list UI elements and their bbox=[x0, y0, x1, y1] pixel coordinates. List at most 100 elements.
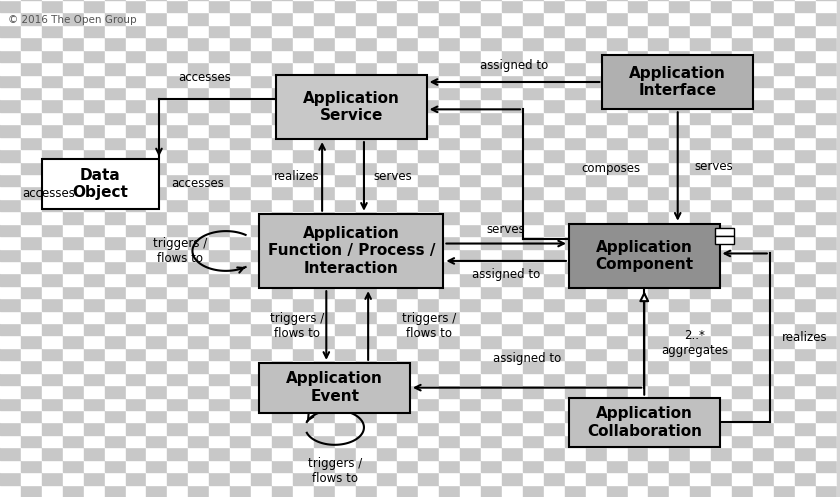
Bar bbox=[0, 12, 21, 25]
Bar bbox=[690, 485, 711, 497]
Bar bbox=[711, 149, 732, 162]
Bar bbox=[606, 422, 627, 435]
Bar bbox=[63, 224, 84, 236]
Text: serves: serves bbox=[487, 223, 526, 236]
FancyBboxPatch shape bbox=[42, 159, 159, 209]
Bar bbox=[167, 50, 188, 62]
Bar bbox=[585, 447, 606, 460]
Bar bbox=[125, 410, 146, 422]
Bar bbox=[648, 199, 669, 211]
Bar bbox=[188, 149, 209, 162]
Bar bbox=[167, 236, 188, 248]
Bar bbox=[418, 12, 439, 25]
Bar bbox=[42, 211, 63, 224]
Bar bbox=[585, 211, 606, 224]
Bar bbox=[105, 323, 125, 335]
Bar bbox=[627, 385, 648, 398]
Bar bbox=[230, 12, 251, 25]
Bar bbox=[21, 261, 42, 273]
Bar bbox=[63, 298, 84, 311]
Bar bbox=[502, 273, 523, 286]
Bar bbox=[627, 261, 648, 273]
Bar bbox=[0, 211, 21, 224]
Bar bbox=[146, 162, 167, 174]
Bar bbox=[146, 485, 167, 497]
Bar bbox=[732, 286, 753, 298]
Bar bbox=[648, 0, 669, 12]
Bar bbox=[293, 87, 314, 99]
Bar bbox=[42, 62, 63, 75]
Bar bbox=[564, 0, 585, 12]
Bar bbox=[21, 410, 42, 422]
Bar bbox=[125, 261, 146, 273]
Bar bbox=[732, 460, 753, 472]
Bar bbox=[0, 62, 21, 75]
Bar bbox=[502, 99, 523, 112]
Bar bbox=[314, 87, 334, 99]
Bar bbox=[543, 385, 564, 398]
Bar bbox=[606, 186, 627, 199]
Bar bbox=[251, 373, 272, 385]
Bar bbox=[774, 323, 795, 335]
Bar bbox=[376, 485, 397, 497]
Bar bbox=[251, 186, 272, 199]
Bar bbox=[167, 422, 188, 435]
Bar bbox=[146, 224, 167, 236]
Bar bbox=[230, 373, 251, 385]
Bar bbox=[816, 311, 837, 323]
Bar bbox=[816, 410, 837, 422]
Bar bbox=[627, 211, 648, 224]
Bar bbox=[774, 485, 795, 497]
Bar bbox=[272, 435, 293, 447]
Bar bbox=[188, 236, 209, 248]
Bar bbox=[627, 335, 648, 348]
Bar bbox=[774, 87, 795, 99]
Bar bbox=[711, 286, 732, 298]
Bar bbox=[188, 248, 209, 261]
Bar bbox=[543, 124, 564, 137]
Bar bbox=[648, 422, 669, 435]
Bar bbox=[627, 199, 648, 211]
Bar bbox=[669, 186, 690, 199]
Bar bbox=[795, 37, 816, 50]
Bar bbox=[230, 211, 251, 224]
Bar bbox=[251, 25, 272, 37]
Bar bbox=[355, 112, 376, 124]
Bar bbox=[669, 360, 690, 373]
Bar bbox=[837, 261, 840, 273]
Bar bbox=[397, 137, 418, 149]
Bar bbox=[606, 261, 627, 273]
Bar bbox=[84, 112, 105, 124]
Bar bbox=[84, 174, 105, 186]
Bar bbox=[146, 435, 167, 447]
Bar bbox=[816, 0, 837, 12]
Bar bbox=[84, 62, 105, 75]
Bar bbox=[481, 323, 502, 335]
Bar bbox=[251, 224, 272, 236]
Bar bbox=[439, 149, 460, 162]
Bar bbox=[230, 485, 251, 497]
Bar bbox=[816, 137, 837, 149]
Bar bbox=[167, 162, 188, 174]
Bar bbox=[481, 0, 502, 12]
Bar bbox=[585, 199, 606, 211]
Bar bbox=[606, 137, 627, 149]
Bar bbox=[167, 112, 188, 124]
Bar bbox=[690, 385, 711, 398]
Bar bbox=[105, 236, 125, 248]
Bar bbox=[690, 472, 711, 485]
Bar bbox=[42, 124, 63, 137]
Bar bbox=[460, 62, 481, 75]
Bar bbox=[355, 460, 376, 472]
Bar bbox=[753, 137, 774, 149]
Bar bbox=[711, 447, 732, 460]
Bar bbox=[125, 12, 146, 25]
Bar bbox=[42, 335, 63, 348]
Bar bbox=[167, 124, 188, 137]
Bar bbox=[627, 360, 648, 373]
Bar bbox=[606, 335, 627, 348]
Bar bbox=[42, 186, 63, 199]
Bar bbox=[334, 248, 355, 261]
Bar bbox=[21, 224, 42, 236]
Bar bbox=[816, 261, 837, 273]
